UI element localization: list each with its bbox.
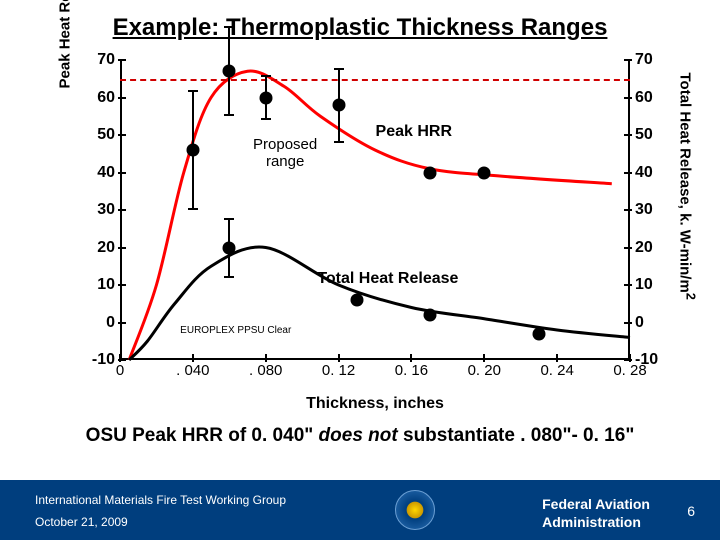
- data-point: [423, 166, 436, 179]
- x-tick: . 040: [168, 362, 218, 379]
- footer-agency: Federal Aviation Administration: [542, 495, 650, 531]
- y-tick-right: 20: [635, 239, 665, 257]
- data-point: [223, 65, 236, 78]
- y-tick-left: 0: [85, 314, 115, 332]
- data-point: [259, 91, 272, 104]
- data-point: [186, 144, 199, 157]
- y-tick-left: 40: [85, 164, 115, 182]
- chart-plot-area: -10-100010102020303040405050606070700. 0…: [120, 60, 630, 360]
- x-tick: 0. 24: [532, 362, 582, 379]
- slide-title: Example: Thermoplastic Thickness Ranges: [0, 0, 720, 42]
- y-tick-left: 50: [85, 126, 115, 144]
- conclusion-text: OSU Peak HRR of 0. 040" does not substan…: [0, 425, 720, 447]
- y-left-label: Peak Heat Release Rate, k. W/m2: [53, 73, 74, 89]
- data-point: [478, 166, 491, 179]
- data-point: [350, 294, 363, 307]
- x-tick: 0. 28: [605, 362, 655, 379]
- x-tick: . 080: [241, 362, 291, 379]
- y-tick-right: 30: [635, 201, 665, 219]
- proposed-range-label: Proposedrange: [253, 136, 317, 170]
- x-tick: 0. 12: [314, 362, 364, 379]
- reference-line: [120, 79, 630, 81]
- peak_hrr-curve: [129, 71, 612, 360]
- y-tick-left: 10: [85, 276, 115, 294]
- footer-bar: International Materials Fire Test Workin…: [0, 480, 720, 540]
- data-point: [223, 241, 236, 254]
- total_hr-curve: [129, 247, 630, 360]
- x-axis-label: Thickness, inches: [120, 395, 630, 413]
- y-right-label: Total Heat Release, k. W-min/m2: [677, 73, 698, 89]
- x-tick: 0: [95, 362, 145, 379]
- x-tick: 0. 16: [386, 362, 436, 379]
- total-hr-label: Total Heat Release: [317, 270, 458, 288]
- y-tick-left: 30: [85, 201, 115, 219]
- y-tick-right: 10: [635, 276, 665, 294]
- series-label: EUROPLEX PPSU Clear: [180, 325, 291, 336]
- data-point: [532, 327, 545, 340]
- x-tick: 0. 20: [459, 362, 509, 379]
- y-tick-right: 0: [635, 314, 665, 332]
- footer-left: International Materials Fire Test Workin…: [35, 490, 286, 533]
- y-tick-right: 70: [635, 51, 665, 69]
- peak-hrr-label: Peak HRR: [376, 123, 452, 141]
- y-tick-right: 60: [635, 89, 665, 107]
- y-tick-left: 70: [85, 51, 115, 69]
- y-tick-right: 40: [635, 164, 665, 182]
- y-tick-left: 20: [85, 239, 115, 257]
- y-tick-right: 50: [635, 126, 665, 144]
- page-number: 6: [687, 503, 695, 519]
- faa-seal-icon: [395, 490, 435, 530]
- data-point: [332, 99, 345, 112]
- curves-svg: [120, 60, 630, 360]
- data-point: [423, 309, 436, 322]
- y-tick-left: 60: [85, 89, 115, 107]
